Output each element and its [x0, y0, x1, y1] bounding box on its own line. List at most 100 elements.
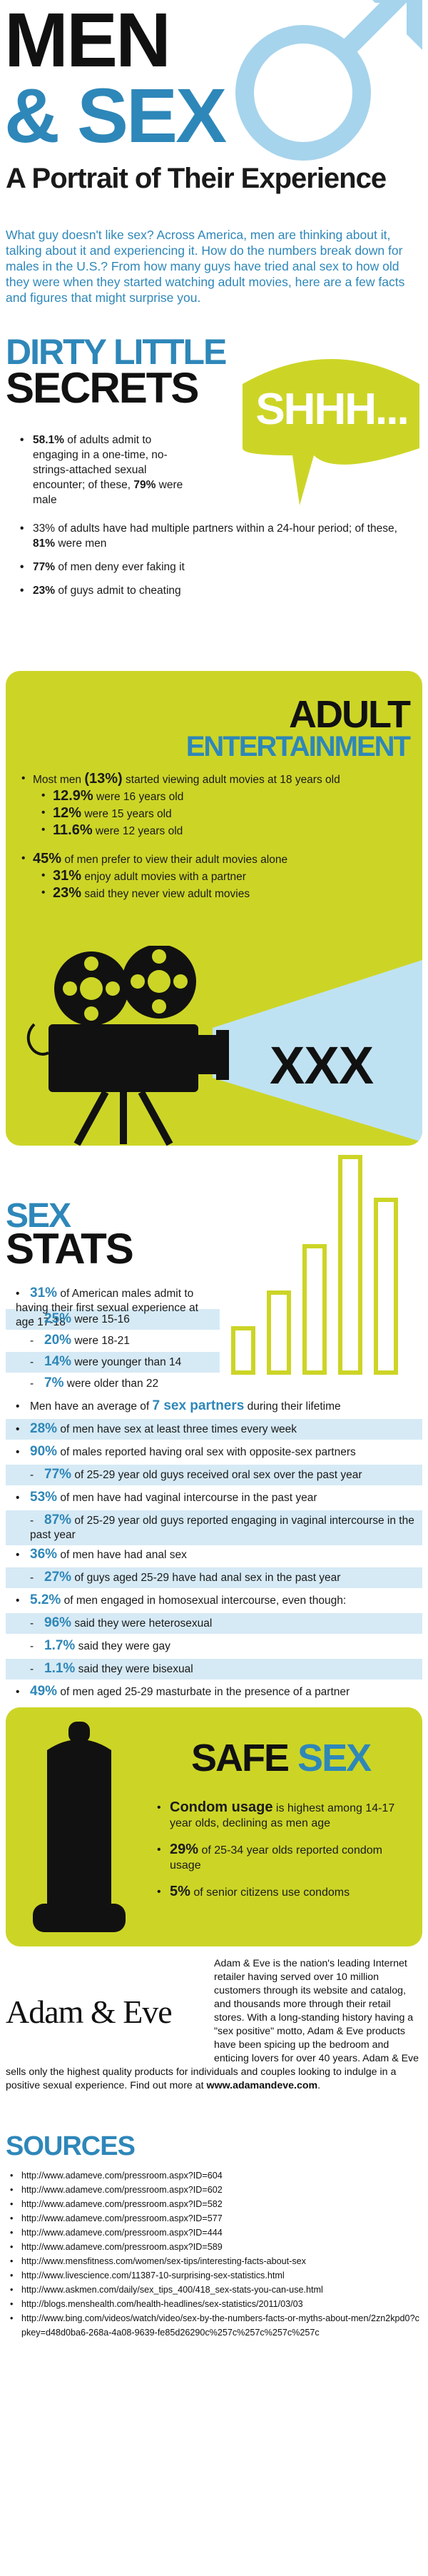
page-subtitle: A Portrait of Their Experience	[6, 163, 387, 194]
section-safe-sex: SAFE SEX Condom usage is highest among 1…	[6, 1707, 422, 1946]
table-row: -27% of guys aged 25-29 have had anal se…	[6, 1567, 422, 1588]
row-text: were 15-16	[71, 1313, 130, 1325]
source-link[interactable]: http://blogs.menshealth.com/health-headl…	[10, 2297, 421, 2311]
row-text: of 25-29 year old guys reported engaging…	[30, 1515, 414, 1541]
source-link[interactable]: http://www.bing.com/videos/watch/video/s…	[10, 2311, 421, 2340]
section-adult-entertainment: ADULT ENTERTAINMENT Most men (13%) start…	[6, 671, 422, 1146]
adam-eve-description: Adam & Eve is the nation's leading Inter…	[6, 1958, 419, 2091]
row-text: Men have an average of	[30, 1400, 153, 1413]
table-row: • 36% of men have had anal sex	[6, 1547, 422, 1562]
row-marker: -	[30, 1378, 34, 1390]
row-marker: •	[16, 1446, 20, 1458]
speech-bubble-icon	[243, 359, 419, 505]
adam-eve-link[interactable]: www.adamandeve.com	[206, 2080, 318, 2091]
row-marker: -	[30, 1335, 34, 1347]
section-adam-eve: Adam & Eve is the nation's leading Inter…	[0, 1957, 428, 2121]
row-value: 14%	[44, 1354, 72, 1369]
row-text: of men have sex at least three times eve…	[57, 1423, 297, 1435]
adult-list: Most men (13%) started viewing adult mov…	[21, 771, 407, 902]
list-item: 11.6% were 12 years old	[21, 822, 407, 839]
row-value: 53%	[30, 1490, 58, 1505]
source-link[interactable]: http://www.adameve.com/pressroom.aspx?ID…	[10, 2168, 421, 2183]
row-marker: •	[16, 1686, 20, 1698]
safe-heading: SAFE SEX	[191, 1737, 372, 1779]
row-text: were older than 22	[63, 1378, 159, 1390]
row-marker: -	[30, 1640, 34, 1652]
table-row: • 53% of men have had vaginal intercourse…	[6, 1490, 422, 1505]
row-value: 77%	[44, 1467, 72, 1482]
source-link[interactable]: http://www.adameve.com/pressroom.aspx?ID…	[10, 2183, 421, 2197]
source-link[interactable]: http://www.mensfitness.com/women/sex-tip…	[10, 2254, 421, 2268]
stats-heading-line2: STATS	[6, 1225, 134, 1273]
sources-heading: SOURCES	[6, 2131, 136, 2161]
row-value: 87%	[44, 1512, 72, 1527]
list-item: 23% said they never view adult movies	[21, 885, 407, 902]
row-marker: •	[16, 1288, 20, 1300]
safe-list: Condom usage is highest among 14-17 year…	[157, 1800, 407, 1911]
list-item: 77% of men deny ever faking it	[20, 560, 419, 575]
stats-heading-line1: SEX	[6, 1197, 71, 1235]
table-row: -96% said they were heterosexual	[6, 1613, 422, 1634]
list-item: 29% of 25-34 year olds reported condom u…	[157, 1842, 407, 1873]
section-sources: SOURCES http://www.adameve.com/pressroom…	[0, 2131, 428, 2574]
row-text: were younger than 14	[71, 1356, 182, 1368]
dirty-heading-line2: SECRETS	[6, 364, 199, 412]
adult-heading-line2: ENTERTAINMENT	[185, 731, 411, 762]
row-value: 5.2%	[30, 1592, 61, 1607]
row-value: 36%	[30, 1547, 58, 1562]
title-line2: & SEX	[4, 72, 227, 158]
stats-rows: • 31% of American males admit to having t…	[0, 1153, 428, 1710]
row-marker: •	[16, 1595, 20, 1607]
row-marker: -	[30, 1313, 34, 1325]
row-value: 49%	[30, 1684, 58, 1699]
row-value: 28%	[30, 1421, 58, 1436]
row-text: during their lifetime	[244, 1400, 341, 1413]
source-link[interactable]: http://www.livescience.com/11387-10-surp…	[10, 2268, 421, 2283]
source-link[interactable]: http://www.adameve.com/pressroom.aspx?ID…	[10, 2211, 421, 2226]
condom-icon	[33, 1722, 126, 1932]
table-row: -87% of 25-29 year old guys reported eng…	[6, 1510, 422, 1545]
source-link[interactable]: http://www.askmen.com/daily/sex_tips_400…	[10, 2283, 421, 2297]
row-text: of men have had vaginal intercourse in t…	[57, 1492, 317, 1504]
row-value: 1.1%	[44, 1661, 76, 1676]
row-text: of men have had anal sex	[57, 1549, 187, 1561]
row-marker: -	[30, 1572, 34, 1584]
row-marker: -	[30, 1469, 34, 1481]
table-row: -14% were younger than 14	[6, 1352, 220, 1373]
list-item: 23% of guys admit to cheating	[20, 583, 419, 598]
row-text: said they were heterosexual	[71, 1617, 213, 1630]
row-marker: -	[30, 1617, 34, 1630]
dirty-list-top: 58.1% of adults admit to engaging in a o…	[20, 433, 184, 507]
list-item: 45% of men prefer to view their adult mo…	[21, 851, 407, 868]
intro-paragraph: What guy doesn't like sex? Across Americ…	[6, 228, 405, 305]
male-symbol-icon	[235, 0, 422, 161]
source-link[interactable]: http://www.adameve.com/pressroom.aspx?ID…	[10, 2240, 421, 2254]
source-link[interactable]: http://www.adameve.com/pressroom.aspx?ID…	[10, 2197, 421, 2211]
header: MEN & SEX A Portrait of Their Experience…	[0, 0, 428, 305]
row-text: of 25-29 year old guys received oral sex…	[71, 1469, 362, 1481]
row-text: of men engaged in homosexual intercourse…	[61, 1595, 347, 1607]
table-row: • 5.2% of men engaged in homosexual inter…	[6, 1593, 422, 1608]
table-row: • 90% of males reported having oral sex w…	[6, 1445, 422, 1460]
dirty-list-bottom: 33% of adults have had multiple partners…	[20, 521, 419, 598]
row-value: 31%	[30, 1286, 58, 1300]
section-dirty-secrets: DIRTY LITTLE SECRETS SHHH... 58.1% of ad…	[0, 334, 428, 677]
row-marker: •	[16, 1423, 20, 1435]
list-item: 58.1% of adults admit to engaging in a o…	[20, 433, 184, 507]
row-marker: •	[16, 1400, 20, 1413]
list-item: 12.9% were 16 years old	[21, 788, 407, 805]
dirty-heading-line1: DIRTY LITTLE	[6, 332, 227, 372]
table-row: -77% of 25-29 year old guys received ora…	[6, 1465, 422, 1485]
row-value: 27%	[44, 1570, 72, 1585]
xxx-label: XXX	[270, 1036, 374, 1095]
title-line1: MEN	[4, 0, 171, 83]
row-text: said they were bisexual	[75, 1663, 193, 1675]
table-row: • Men have an average of 7 sex partners d…	[6, 1399, 422, 1414]
source-link[interactable]: http://www.adameve.com/pressroom.aspx?ID…	[10, 2226, 421, 2240]
adam-eve-logo: Adam & Eve	[6, 1994, 173, 2030]
table-row: -1.7% said they were gay	[6, 1639, 422, 1654]
row-value: 1.7%	[44, 1638, 76, 1653]
row-text: of men aged 25-29 masturbate in the pres…	[57, 1686, 350, 1698]
row-marker: •	[16, 1549, 20, 1561]
